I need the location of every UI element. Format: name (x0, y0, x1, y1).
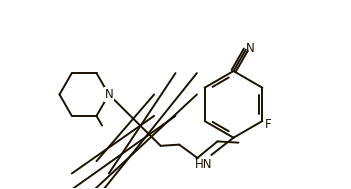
Text: HN: HN (195, 158, 212, 171)
Text: N: N (105, 88, 113, 101)
Text: N: N (246, 42, 255, 55)
Text: F: F (265, 118, 272, 131)
